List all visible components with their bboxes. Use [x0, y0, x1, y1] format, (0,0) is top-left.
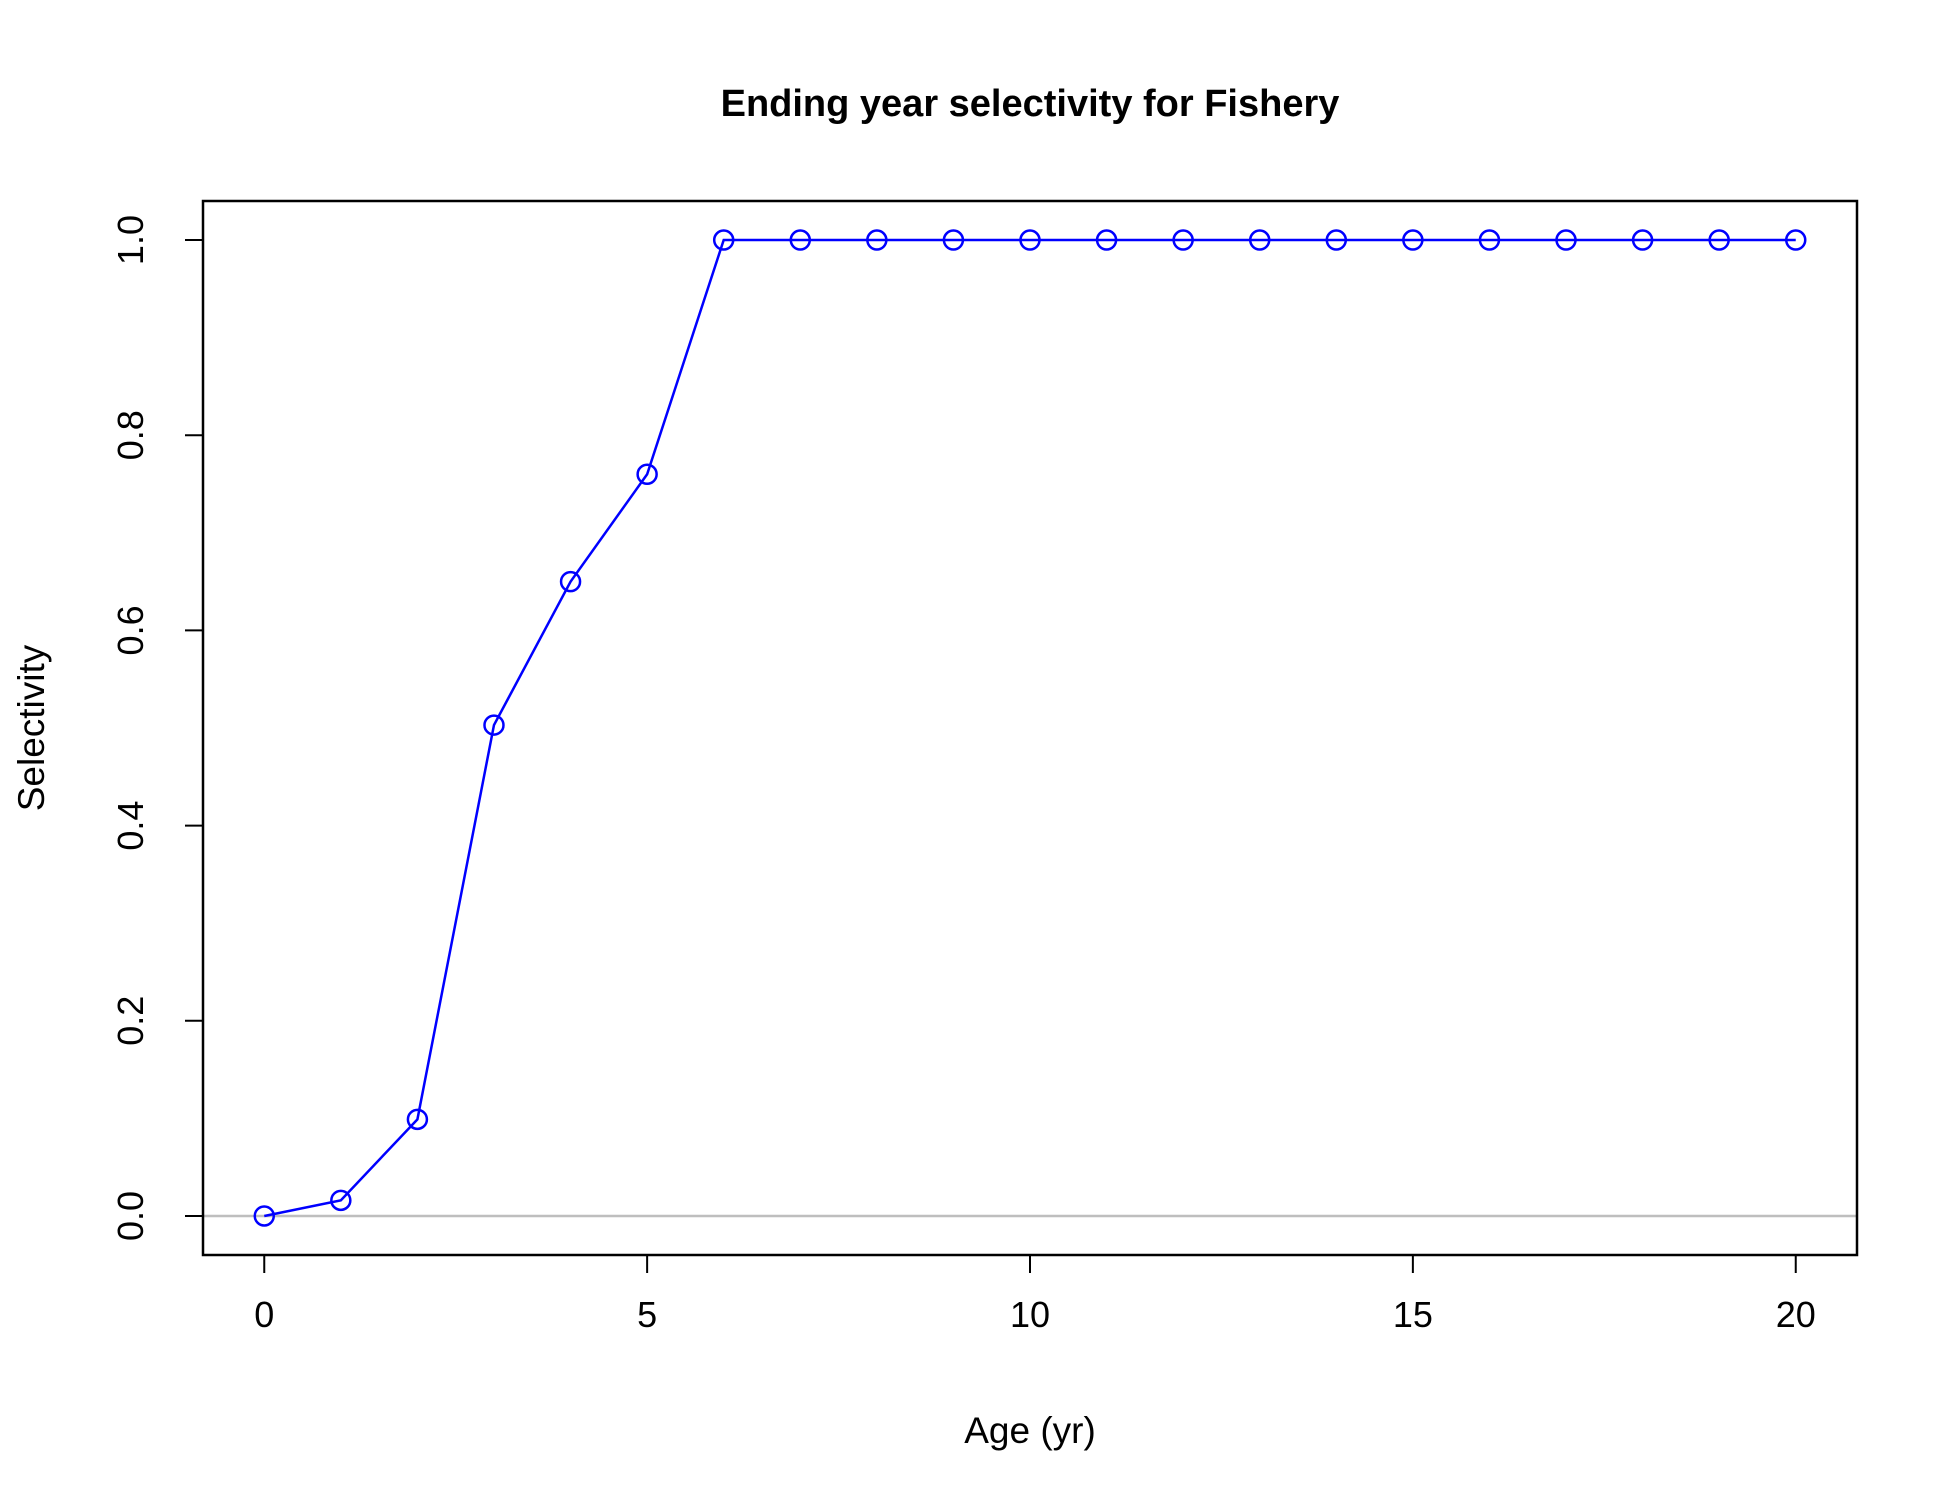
data-point [1172, 229, 1194, 251]
data-point [636, 463, 658, 486]
x-tick-label: 15 [1393, 1294, 1433, 1335]
series-line [264, 238, 1796, 1218]
x-tick-label: 20 [1776, 1294, 1816, 1335]
data-point [1248, 229, 1271, 251]
data-point [866, 229, 888, 251]
data-point [942, 229, 965, 251]
data-point [1325, 229, 1348, 251]
x-axis-label: Age (yr) [964, 1410, 1096, 1451]
x-tick-label: 10 [1010, 1294, 1050, 1335]
y-tick-label: 0.6 [110, 605, 151, 655]
y-tick-label: 1.0 [110, 215, 151, 265]
data-point [559, 570, 582, 593]
data-point [712, 229, 735, 251]
y-tick-label: 0.8 [110, 410, 151, 460]
data-point [483, 714, 505, 736]
data-point [1555, 229, 1577, 251]
data-point [406, 1108, 429, 1131]
y-axis-label: Selectivity [11, 644, 52, 811]
x-axis: 0 5 10 15 20 [254, 1254, 1816, 1335]
data-point [1402, 229, 1424, 251]
data-point [1478, 229, 1501, 251]
data-point [789, 229, 812, 251]
data-point [1708, 229, 1730, 251]
y-tick-label: 0.4 [110, 801, 151, 851]
data-point [253, 1205, 276, 1227]
y-tick-label: 0.0 [110, 1191, 151, 1241]
data-point [1784, 229, 1807, 251]
x-tick-label: 0 [254, 1294, 274, 1335]
series-layer [253, 229, 1807, 1227]
chart-title: Ending year selectivity for Fishery [721, 83, 1340, 125]
data-point [1631, 229, 1654, 251]
x-tick-label: 5 [637, 1294, 657, 1335]
y-axis: 0.0 0.2 0.4 0.6 0.8 1.0 [110, 215, 204, 1241]
data-point [1095, 229, 1118, 251]
data-point [1019, 229, 1041, 251]
data-point [330, 1189, 352, 1212]
y-tick-label: 0.2 [110, 996, 151, 1046]
